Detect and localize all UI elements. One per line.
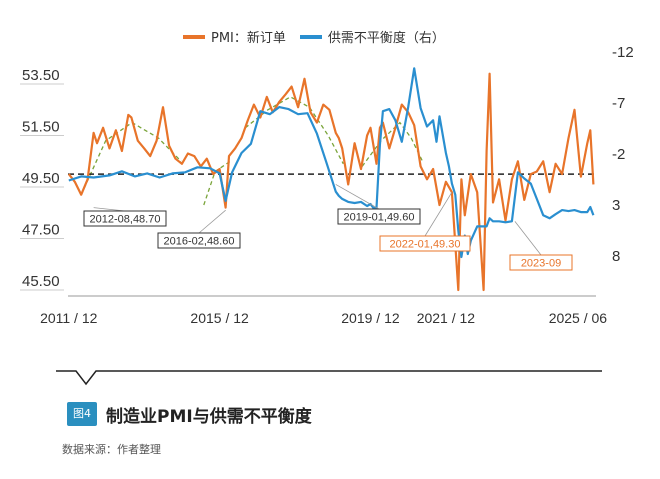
y-right-tick-label: -12	[612, 44, 634, 61]
x-tick-label: 2015 / 12	[190, 310, 249, 326]
legend-swatch-imbalance	[299, 34, 322, 39]
y-left-tick-label: 49.50	[22, 170, 60, 187]
legend-item-pmi: PMI：新订单	[183, 27, 286, 46]
series-line-pmi-new-orders	[67, 72, 595, 292]
y-right-tick-label: -2	[612, 146, 625, 163]
y-right-tick-label: -7	[612, 95, 625, 112]
x-tick-label: 2025 / 06	[549, 310, 608, 326]
legend-label-imbalance: 供需不平衡度（右）	[327, 31, 445, 46]
trend-dashed-line	[244, 96, 344, 165]
annotation-box	[157, 232, 241, 249]
annotation-leader	[514, 221, 542, 256]
annotation-label: 2019-01,49.60	[344, 212, 415, 224]
y-left-tick-label: 47.50	[22, 222, 60, 239]
y-right-tick-label: 3	[612, 197, 620, 214]
y-left-tick-label: 51.50	[22, 119, 60, 136]
annotation-leader	[424, 191, 453, 237]
annotation-box	[337, 208, 421, 225]
caption-title: 制造业PMI与供需不平衡度	[106, 407, 312, 427]
annotation-label: 2012-08,48.70	[90, 214, 161, 226]
annotation-leader	[93, 207, 126, 212]
source-note: 数据来源：作者整理	[62, 443, 161, 456]
x-tick-label: 2019 / 12	[341, 310, 400, 326]
x-tick-label: 2021 / 12	[417, 310, 476, 326]
annotation-label: 2022-01,49.30	[390, 239, 461, 251]
figure-badge: 图4	[67, 402, 97, 426]
legend-item-imbalance: 供需不平衡度（右）	[299, 27, 445, 46]
series-line-supply-demand-imbalance	[68, 67, 595, 259]
annotation-label: 2016-02,48.60	[164, 236, 235, 248]
axes-layer: 53.50 51.50 49.50 47.50 45.50 -12 -7 -2 3 8 2011 /…	[20, 44, 634, 326]
y-left-tick-label: 53.50	[22, 67, 60, 84]
caption-bracket	[56, 370, 602, 386]
legend-swatch-pmi	[183, 34, 205, 39]
annotation-box	[379, 235, 471, 252]
y-left-tick-label: 45.50	[22, 273, 60, 290]
annotation-label: 2023-09	[521, 258, 561, 270]
y-right-tick-label: 8	[612, 248, 620, 265]
annotation-box	[83, 210, 167, 227]
series-layer	[67, 67, 596, 292]
annotation-leader	[198, 209, 226, 234]
annotation-box	[509, 254, 573, 271]
legend: PMI：新订单 供需不平衡度（右）	[183, 27, 459, 46]
x-tick-label: 2011 / 12	[40, 310, 98, 326]
annotation-leader	[335, 184, 380, 210]
legend-label-pmi: PMI：新订单	[211, 31, 286, 46]
